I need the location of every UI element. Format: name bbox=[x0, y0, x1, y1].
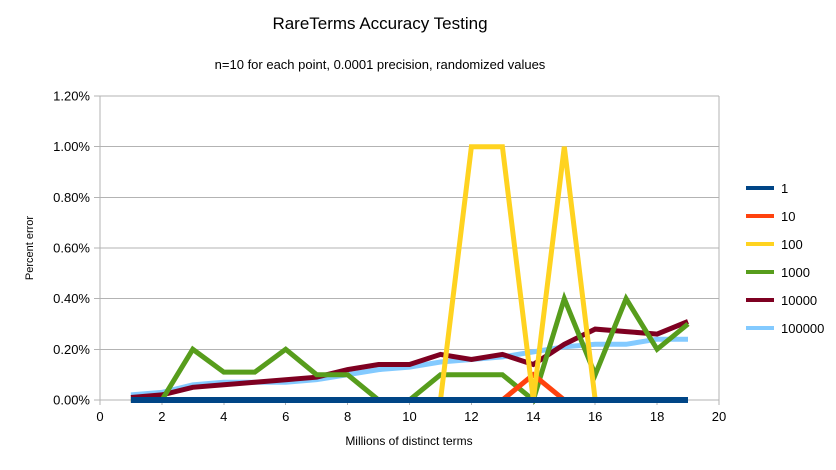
y-tick-label: 0.00% bbox=[53, 393, 90, 408]
x-tick-label: 2 bbox=[158, 409, 165, 424]
y-tick-label: 0.60% bbox=[53, 241, 90, 256]
legend-label: 1 bbox=[781, 180, 789, 196]
legend-item-1000: 1000 bbox=[746, 262, 810, 282]
chart-subtitle: n=10 for each point, 0.0001 precision, r… bbox=[214, 57, 546, 72]
x-tick-label: 0 bbox=[96, 409, 103, 424]
legend-item-1: 1 bbox=[746, 178, 788, 198]
x-tick-label: 4 bbox=[220, 409, 227, 424]
legend-swatch bbox=[746, 270, 774, 274]
x-axis-title: Millions of distinct terms bbox=[345, 434, 473, 448]
legend-swatch bbox=[746, 326, 774, 330]
legend-item-10000: 10000 bbox=[746, 290, 817, 310]
legend-label: 10000 bbox=[781, 292, 818, 308]
legend-swatch bbox=[746, 242, 774, 246]
x-tick-label: 20 bbox=[712, 409, 726, 424]
x-tick-label: 18 bbox=[650, 409, 664, 424]
legend-label: 100 bbox=[781, 236, 803, 252]
y-tick-label: 0.40% bbox=[53, 291, 90, 306]
y-tick-label: 0.80% bbox=[53, 190, 90, 205]
x-tick-label: 8 bbox=[344, 409, 351, 424]
y-tick-label: 0.20% bbox=[53, 342, 90, 357]
legend-swatch bbox=[746, 298, 774, 302]
legend-item-100: 100 bbox=[746, 234, 803, 254]
x-tick-label: 12 bbox=[464, 409, 478, 424]
chart-title: RareTerms Accuracy Testing bbox=[272, 14, 488, 33]
x-tick-label: 10 bbox=[402, 409, 416, 424]
x-tick-label: 14 bbox=[526, 409, 540, 424]
legend-swatch bbox=[746, 186, 774, 190]
legend-item-10: 10 bbox=[746, 206, 795, 226]
x-tick-label: 16 bbox=[588, 409, 602, 424]
x-tick-label: 6 bbox=[282, 409, 289, 424]
legend-swatch bbox=[746, 214, 774, 218]
legend-item-100000: 100000 bbox=[746, 318, 824, 338]
legend-label: 10 bbox=[781, 208, 796, 224]
legend-label: 1000 bbox=[781, 264, 810, 280]
legend-label: 100000 bbox=[781, 320, 825, 336]
y-tick-label: 1.20% bbox=[53, 89, 90, 104]
series-line-10000 bbox=[130, 319, 689, 400]
y-tick-label: 1.00% bbox=[53, 139, 90, 154]
